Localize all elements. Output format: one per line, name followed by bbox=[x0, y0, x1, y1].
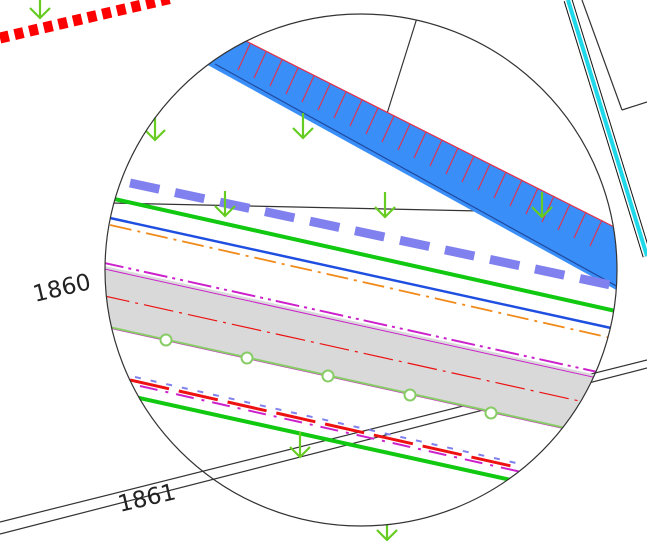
circle-node-icon bbox=[321, 369, 335, 383]
parcel-label-1860: 1860 bbox=[31, 269, 94, 308]
magnifier-lens bbox=[104, 13, 618, 527]
circle-node-icon bbox=[484, 406, 498, 420]
magnifier-content bbox=[105, 14, 617, 526]
circle-node-icon bbox=[240, 351, 254, 365]
parcel-label-1861: 1861 bbox=[116, 479, 179, 518]
water-band bbox=[195, 37, 617, 298]
circle-node-icon bbox=[403, 388, 417, 402]
circle-node-icon bbox=[159, 333, 173, 347]
